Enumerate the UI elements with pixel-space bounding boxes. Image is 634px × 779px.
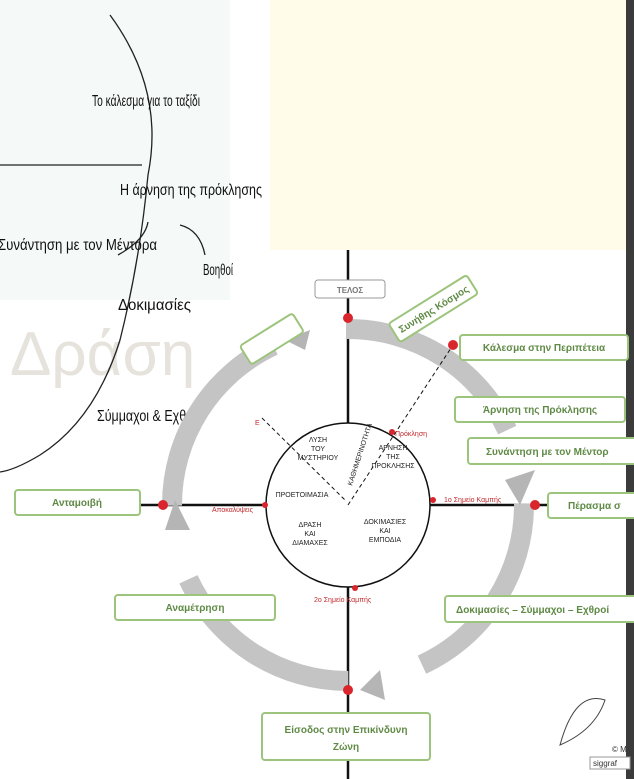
marker: [430, 497, 436, 503]
ring-arrow: [360, 670, 385, 700]
turning-point: 1ο Σημείο Καμπής: [444, 496, 502, 504]
inner-label: ΛΥΣΗ: [309, 437, 327, 444]
turning-point: Αποκαλύψεις: [212, 506, 254, 514]
credit: siggraf: [593, 759, 618, 768]
marker: [343, 313, 353, 323]
butterfly: [560, 698, 605, 745]
inner-label: ΜΥΣΤΗΡΙΟΥ: [298, 455, 339, 462]
watermark-shape: [0, 0, 230, 300]
inner-label: ΤΟΥ: [311, 446, 325, 453]
stage-label: Συνήθης Κόσμος: [397, 284, 471, 336]
inner-label: ΚΑΙ: [304, 531, 315, 538]
turning-point: 2ο Σημείο Καμπής: [314, 596, 372, 604]
stage-label: Άρνηση της Πρόκλησης: [483, 405, 597, 416]
inner-label: ΕΜΠΟΔΙΑ: [369, 537, 401, 544]
stage-label: Πέρασμα σ: [568, 501, 621, 512]
stage-label: Κάλεσμα στην Περιπέτεια: [483, 343, 606, 354]
yellow-panel: [270, 0, 626, 250]
stage-label: Δοκιμασίες: [118, 297, 191, 314]
credit: © M: [612, 745, 627, 754]
inner-label: ΠΡΟΕΤΟΙΜΑΣΙΑ: [276, 492, 329, 499]
inner-label: ΤΗΣ: [386, 454, 400, 461]
ring-arrow: [505, 470, 535, 505]
inner-label: ΔΡΑΣΗ: [299, 522, 322, 529]
marker: [343, 685, 353, 695]
end-label: ΤΕΛΟΣ: [337, 286, 364, 295]
rotated-stage: Συνήθης Κόσμος: [388, 275, 478, 342]
turning-point: Ε: [255, 420, 260, 427]
marker: [352, 585, 358, 591]
marker: [158, 500, 168, 510]
stage-label: Συνάντηση με τον Μέντορα: [0, 237, 157, 254]
stage-label: Είσοδος στην Επικίνδυνη: [285, 725, 408, 736]
inner-label: ΠΡΟΚΛΗΣΗΣ: [371, 463, 415, 470]
marker: [262, 502, 268, 508]
inner-label: ΔΟΚΙΜΑΣΙΕΣ: [364, 519, 407, 526]
stage-label: Αναμέτρηση: [166, 603, 225, 614]
stage-label: Ανταμοιβή: [52, 498, 102, 509]
inner-label: ΔΙΑΜΑΧΕΣ: [292, 540, 328, 547]
inner-label: ΑΡΝΗΣΗ: [379, 445, 408, 452]
stage-label: Δοκιμασίες – Σύμμαχοι – Εχθροί: [456, 605, 609, 616]
marker: [448, 340, 458, 350]
turning-point: Πρόκληση: [395, 430, 427, 438]
stage-label: Ζώνη: [333, 742, 359, 753]
stage-label: Συνάντηση με τον Μέντορ: [486, 447, 609, 458]
stage-label: Βοηθοί: [203, 262, 233, 279]
photo-strip: [626, 0, 634, 779]
collage: Δράση Το κάλεσμα για το ταξίδι Η άρνηση …: [0, 0, 634, 779]
page: Δράση Το κάλεσμα για το ταξίδι Η άρνηση …: [0, 0, 634, 779]
inner-label: ΚΑΙ: [379, 528, 390, 535]
stage-label: Η άρνηση της πρόκλησης: [120, 182, 262, 199]
marker: [530, 500, 540, 510]
watermark: Δράση: [10, 320, 195, 389]
stage-label: Το κάλεσμα για το ταξίδι: [92, 93, 200, 110]
